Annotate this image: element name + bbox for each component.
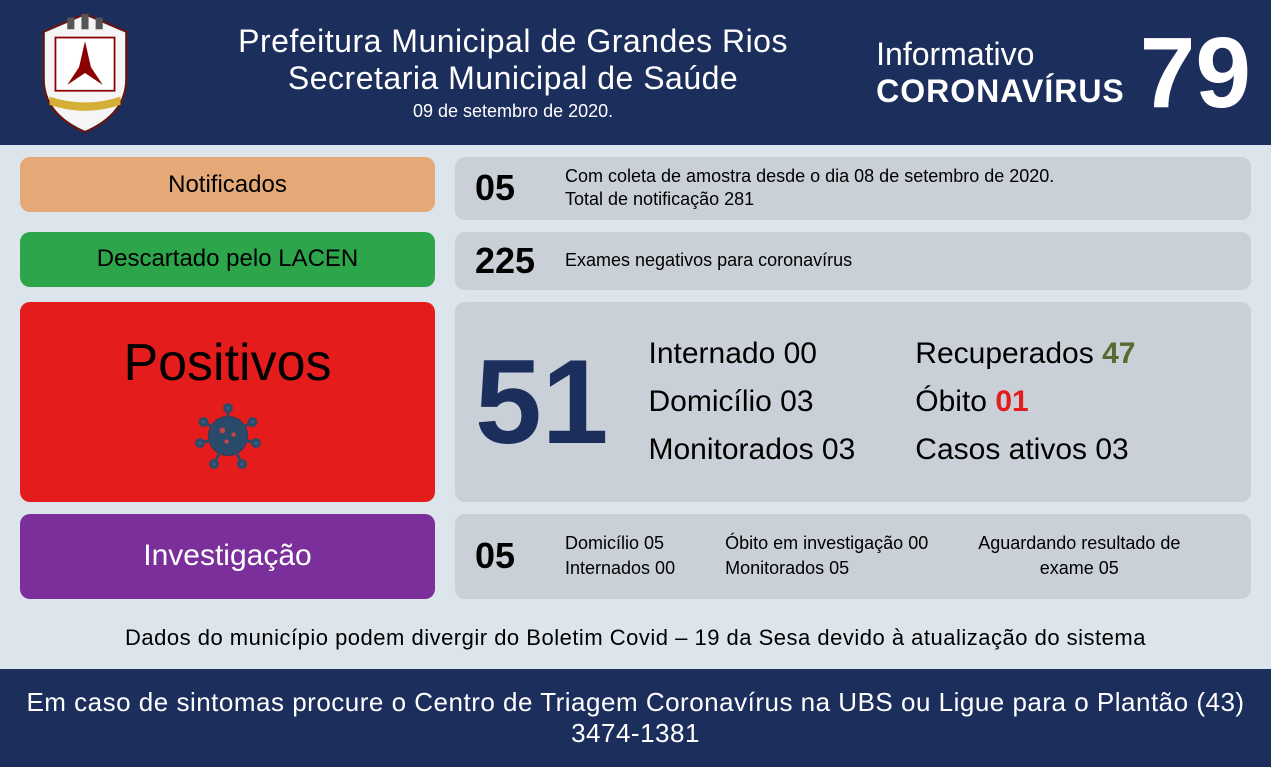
inv-obito: Óbito em investigação 00 — [725, 531, 928, 556]
disclaimer: Dados do município podem divergir do Bol… — [20, 611, 1251, 661]
inv-monitorados: Monitorados 05 — [725, 556, 928, 581]
coronavirus-label: CORONAVÍRUS — [876, 73, 1125, 110]
notificados-note2: Total de notificação 281 — [565, 188, 1054, 211]
obito-label: Óbito — [915, 385, 987, 418]
recuperados-label: Recuperados — [915, 337, 1093, 370]
descartado-label: Descartado pelo LACEN — [97, 245, 358, 273]
municipal-crest-icon — [20, 8, 150, 138]
bulletin-number: 79 — [1140, 28, 1251, 118]
inv-domicilio: Domicílio 05 — [565, 531, 675, 556]
casos-ativos: Casos ativos 03 — [915, 426, 1135, 474]
inv-aguardando2: exame 05 — [978, 556, 1180, 581]
investigacao-value: 05 — [475, 535, 545, 577]
positivos-label: Positivos — [123, 333, 331, 393]
header-right: Informativo CORONAVÍRUS 79 — [876, 28, 1251, 118]
header: Prefeitura Municipal de Grandes Rios Sec… — [0, 0, 1271, 145]
investigacao-data: 05 Domicílio 05 Internados 00 Óbito em i… — [455, 514, 1251, 599]
body-area: Notificados 05 Com coleta de amostra des… — [0, 145, 1271, 669]
notificados-value: 05 — [475, 167, 545, 209]
notificados-note1: Com coleta de amostra desde o dia 08 de … — [565, 165, 1054, 188]
descartado-data: 225 Exames negativos para coronavírus — [455, 232, 1251, 290]
notificados-data: 05 Com coleta de amostra desde o dia 08 … — [455, 157, 1251, 220]
positivos-panel: Positivos — [20, 302, 435, 502]
info-label: Informativo — [876, 36, 1125, 73]
department-title: Secretaria Municipal de Saúde — [170, 60, 856, 97]
notificados-panel: Notificados — [20, 157, 435, 212]
inv-aguardando1: Aguardando resultado de — [978, 531, 1180, 556]
monitorados: Monitorados 03 — [648, 426, 855, 474]
inv-internados: Internados 00 — [565, 556, 675, 581]
investigacao-label: Investigação — [143, 539, 311, 573]
obito-value: 01 — [995, 385, 1028, 418]
positivos-value: 51 — [475, 342, 608, 462]
recuperados-line: Recuperados 47 — [915, 330, 1135, 378]
positivos-data: 51 Internado 00 Domicílio 03 Monitorados… — [455, 302, 1251, 502]
virus-icon — [193, 401, 263, 471]
descartado-value: 225 — [475, 240, 545, 282]
obito-line: Óbito 01 — [915, 378, 1135, 426]
header-titles: Prefeitura Municipal de Grandes Rios Sec… — [170, 23, 856, 122]
descartado-note: Exames negativos para coronavírus — [565, 249, 852, 272]
domicilio: Domicílio 03 — [648, 378, 855, 426]
municipality-title: Prefeitura Municipal de Grandes Rios — [170, 23, 856, 60]
report-date: 09 de setembro de 2020. — [170, 101, 856, 122]
notificados-label: Notificados — [168, 171, 287, 199]
internado: Internado 00 — [648, 330, 855, 378]
investigacao-panel: Investigação — [20, 514, 435, 599]
recuperados-value: 47 — [1102, 337, 1135, 370]
descartado-panel: Descartado pelo LACEN — [20, 232, 435, 287]
footer: Em caso de sintomas procure o Centro de … — [0, 669, 1271, 767]
